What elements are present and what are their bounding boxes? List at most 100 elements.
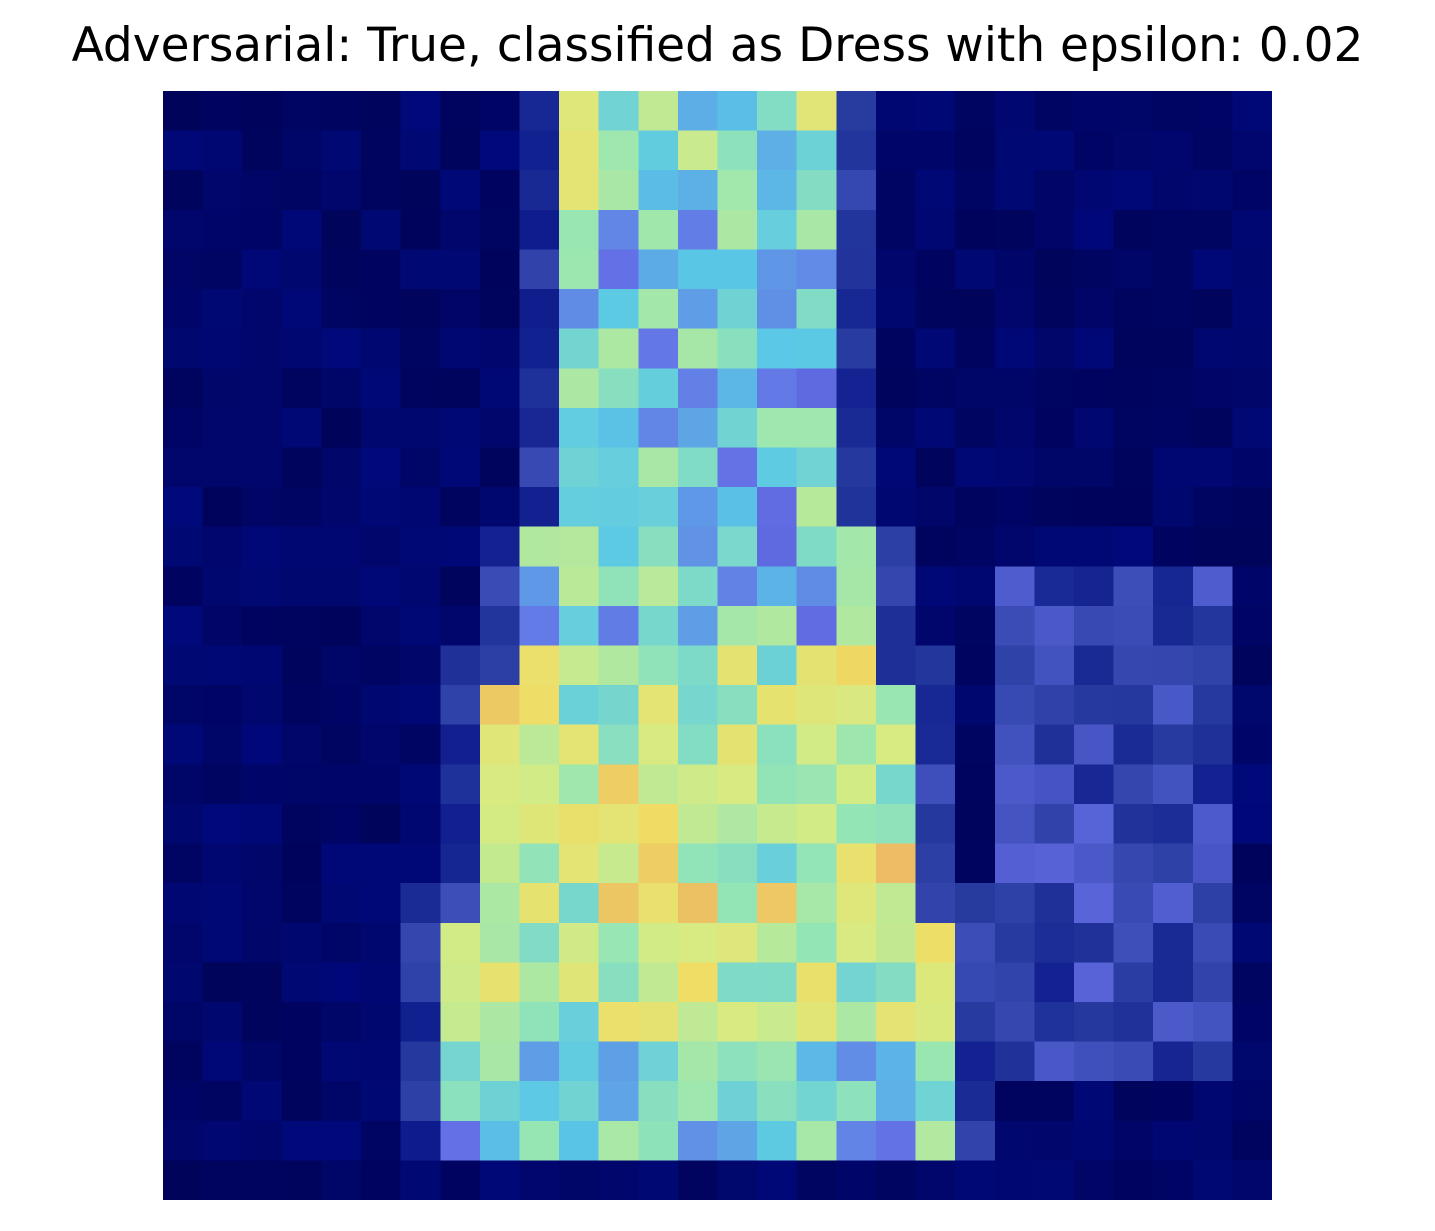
heatmap-pixel bbox=[1192, 130, 1234, 172]
heatmap-pixel bbox=[836, 1001, 877, 1043]
heatmap-pixel bbox=[479, 803, 521, 845]
heatmap-pixel bbox=[202, 487, 244, 528]
heatmap-pixel bbox=[796, 843, 838, 884]
heatmap-pixel bbox=[321, 922, 362, 964]
heatmap-pixel bbox=[1034, 407, 1075, 449]
heatmap-pixel bbox=[1153, 605, 1194, 647]
heatmap-pixel bbox=[915, 843, 956, 884]
heatmap-pixel bbox=[955, 368, 996, 409]
heatmap-pixel bbox=[281, 1160, 323, 1200]
heatmap-pixel bbox=[796, 645, 838, 686]
heatmap-pixel bbox=[757, 566, 798, 607]
heatmap-pixel bbox=[321, 447, 362, 488]
heatmap-pixel bbox=[519, 605, 560, 647]
heatmap-pixel bbox=[361, 645, 402, 686]
heatmap-pixel bbox=[361, 249, 402, 290]
heatmap-pixel bbox=[1073, 487, 1115, 528]
heatmap-pixel bbox=[281, 724, 323, 766]
heatmap-pixel bbox=[955, 130, 996, 172]
heatmap-pixel bbox=[757, 249, 798, 290]
heatmap-pixel bbox=[955, 209, 996, 251]
heatmap-pixel bbox=[717, 407, 758, 449]
heatmap-pixel bbox=[598, 922, 640, 964]
heatmap-pixel bbox=[281, 803, 323, 845]
heatmap-pixel bbox=[163, 487, 204, 528]
heatmap-pixel bbox=[836, 289, 877, 330]
heatmap-pixel bbox=[836, 249, 877, 290]
heatmap-pixel bbox=[281, 1001, 323, 1043]
heatmap-pixel bbox=[955, 685, 996, 726]
heatmap-pixel bbox=[677, 843, 719, 884]
heatmap-pixel bbox=[163, 724, 204, 766]
heatmap-pixel bbox=[479, 209, 521, 251]
heatmap-pixel bbox=[361, 1081, 402, 1122]
heatmap-pixel bbox=[519, 764, 560, 805]
heatmap-pixel bbox=[717, 368, 758, 409]
heatmap-pixel bbox=[598, 328, 640, 370]
heatmap-pixel bbox=[440, 487, 481, 528]
heatmap-pixel bbox=[994, 962, 1036, 1003]
heatmap-pixel bbox=[559, 803, 600, 845]
heatmap-pixel bbox=[321, 1041, 362, 1082]
heatmap-pixel bbox=[400, 289, 442, 330]
heatmap-pixel bbox=[1073, 209, 1115, 251]
heatmap-pixel bbox=[361, 170, 402, 211]
heatmap-pixel bbox=[638, 1041, 679, 1082]
heatmap-pixel bbox=[677, 1081, 719, 1122]
heatmap-pixel bbox=[915, 566, 956, 607]
heatmap-pixel bbox=[440, 368, 481, 409]
heatmap-pixel bbox=[163, 1160, 204, 1200]
heatmap-pixel bbox=[1232, 526, 1272, 568]
heatmap-pixel bbox=[796, 170, 838, 211]
heatmap-pixel bbox=[955, 605, 996, 647]
heatmap-pixel bbox=[559, 1160, 600, 1200]
heatmap-pixel bbox=[717, 1160, 758, 1200]
heatmap-pixel bbox=[875, 407, 917, 449]
heatmap-pixel bbox=[638, 130, 679, 172]
heatmap-pixel bbox=[836, 645, 877, 686]
heatmap-pixel bbox=[836, 883, 877, 924]
heatmap-pixel bbox=[717, 566, 758, 607]
heatmap-pixel bbox=[875, 883, 917, 924]
heatmap-pixel bbox=[440, 170, 481, 211]
heatmap-pixel bbox=[1073, 368, 1115, 409]
heatmap-pixel bbox=[1192, 170, 1234, 211]
heatmap-pixel bbox=[1153, 249, 1194, 290]
heatmap-pixel bbox=[1192, 487, 1234, 528]
heatmap-pixel bbox=[994, 1001, 1036, 1043]
heatmap-pixel bbox=[281, 605, 323, 647]
heatmap-pixel bbox=[955, 566, 996, 607]
heatmap-pixel bbox=[1073, 1001, 1115, 1043]
heatmap-pixel bbox=[519, 407, 560, 449]
heatmap-pixel bbox=[242, 328, 283, 370]
heatmap-pixel bbox=[717, 843, 758, 884]
heatmap-pixel bbox=[479, 487, 521, 528]
heatmap-pixel bbox=[321, 209, 362, 251]
heatmap-pixel bbox=[1113, 130, 1154, 172]
heatmap-pixel bbox=[638, 566, 679, 607]
heatmap-pixel bbox=[836, 724, 877, 766]
heatmap-pixel bbox=[1232, 91, 1272, 132]
heatmap-pixel bbox=[400, 883, 442, 924]
heatmap-pixel bbox=[1034, 883, 1075, 924]
heatmap-pixel bbox=[915, 289, 956, 330]
heatmap-pixel bbox=[281, 368, 323, 409]
heatmap-pixel bbox=[1034, 447, 1075, 488]
heatmap-pixel bbox=[598, 605, 640, 647]
heatmap-pixel bbox=[321, 289, 362, 330]
heatmap-pixel bbox=[717, 1081, 758, 1122]
heatmap-pixel bbox=[1073, 685, 1115, 726]
heatmap-pixel bbox=[242, 724, 283, 766]
heatmap-pixel bbox=[796, 566, 838, 607]
heatmap-pixel bbox=[875, 289, 917, 330]
heatmap-pixel bbox=[915, 249, 956, 290]
heatmap-pixel bbox=[1232, 724, 1272, 766]
heatmap-pixel bbox=[1192, 764, 1234, 805]
heatmap-pixel bbox=[677, 526, 719, 568]
heatmap-pixel bbox=[559, 685, 600, 726]
heatmap-pixel bbox=[757, 883, 798, 924]
heatmap-pixel bbox=[479, 447, 521, 488]
heatmap-pixel bbox=[994, 1160, 1036, 1200]
heatmap-pixel bbox=[440, 922, 481, 964]
heatmap-pixel bbox=[598, 1120, 640, 1162]
